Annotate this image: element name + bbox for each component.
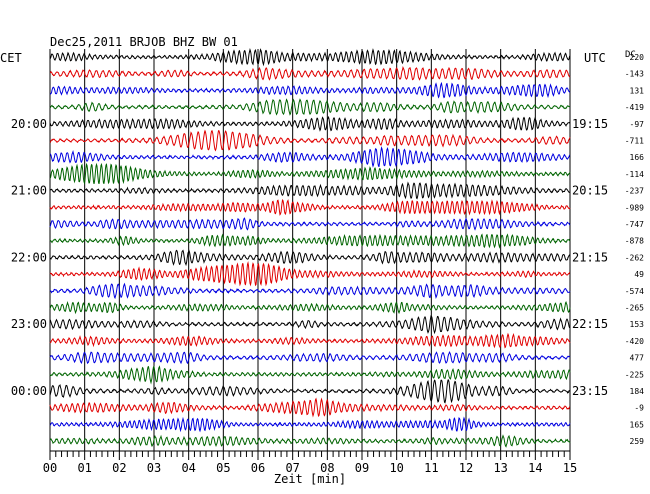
seismic-trace	[49, 66, 571, 81]
x-tick-label: 00	[43, 461, 57, 475]
x-tick-label: 02	[112, 461, 126, 475]
seismic-trace	[49, 350, 571, 365]
x-tick-label: 07	[285, 461, 299, 475]
utc-time-label: 23:15	[572, 384, 608, 398]
seismic-trace	[49, 332, 571, 349]
dc-offset-label: -420	[625, 337, 644, 346]
seismic-trace	[49, 379, 571, 404]
dc-offset-label: -419	[625, 103, 644, 112]
x-tick-label: 15	[563, 461, 577, 475]
dc-offset-label: 259	[630, 437, 645, 446]
x-tick-label: 12	[459, 461, 473, 475]
seismic-trace	[49, 260, 571, 287]
utc-time-label: 19:15	[572, 117, 608, 131]
dc-offset-label: -878	[625, 237, 644, 246]
dc-offset-label: -989	[625, 203, 644, 212]
cet-time-label: 00:00	[11, 384, 47, 398]
seismic-trace	[49, 47, 571, 67]
dc-offset-label: 477	[630, 354, 645, 363]
dc-offset-label: -574	[625, 287, 644, 296]
seismic-trace	[49, 233, 571, 249]
dc-offset-label: -143	[625, 70, 644, 79]
x-tick-label: 14	[528, 461, 542, 475]
dc-offset-label: -711	[625, 137, 644, 146]
chart-title: Dec25,2011 BRJOB BHZ BW 01	[50, 35, 238, 49]
x-tick-label: 08	[320, 461, 334, 475]
dc-offset-label: 131	[630, 86, 645, 95]
cet-time-label: 21:00	[11, 184, 47, 198]
x-tick-label: 09	[355, 461, 369, 475]
seismic-trace	[49, 199, 571, 216]
dc-offset-label: 166	[630, 153, 645, 162]
seismic-trace	[49, 282, 571, 300]
x-tick-label: 13	[493, 461, 507, 475]
seismic-trace	[49, 365, 571, 385]
seismic-trace	[49, 115, 571, 132]
seismic-trace	[49, 434, 571, 448]
seismic-trace	[49, 249, 571, 267]
dc-offset-label: -747	[625, 220, 644, 229]
dc-offset-label: -9	[634, 404, 644, 413]
x-axis-title: Zeit [min]	[274, 472, 346, 486]
dc-offset-label: 184	[630, 387, 645, 396]
seismic-trace	[49, 397, 571, 418]
dc-label: DC	[625, 50, 636, 60]
right-axis-label: UTC	[584, 51, 606, 65]
seismic-trace	[49, 162, 571, 185]
x-tick-label: 06	[251, 461, 265, 475]
x-tick-label: 04	[181, 461, 195, 475]
seismic-trace	[49, 146, 571, 168]
dc-offset-label: -97	[630, 120, 645, 129]
dc-offset-label: 153	[630, 320, 645, 329]
dc-offset-label: -265	[625, 304, 644, 313]
seismic-trace	[49, 315, 571, 335]
cet-time-label: 23:00	[11, 317, 47, 331]
seismic-trace	[49, 98, 571, 116]
x-tick-label: 11	[424, 461, 438, 475]
dc-offset-label: -225	[625, 370, 644, 379]
cet-time-label: 22:00	[11, 250, 47, 264]
dc-offset-label: 49	[634, 270, 644, 279]
dc-offset-label: -237	[625, 187, 644, 196]
seismic-trace	[49, 129, 571, 152]
seismic-trace	[49, 300, 571, 315]
dc-offset-label: -262	[625, 253, 644, 262]
utc-time-label: 22:15	[572, 317, 608, 331]
left-axis-label: CET	[0, 51, 22, 65]
seismic-trace	[49, 217, 571, 231]
utc-time-label: 21:15	[572, 250, 608, 264]
cet-time-label: 20:00	[11, 117, 47, 131]
seismic-trace	[49, 416, 571, 433]
dc-offset-label: 220	[630, 53, 645, 62]
dc-offset-label: -114	[625, 170, 644, 179]
x-tick-label: 01	[77, 461, 91, 475]
dc-offset-label: 165	[630, 420, 645, 429]
x-tick-label: 03	[147, 461, 161, 475]
seismic-trace	[49, 81, 571, 99]
seismic-trace	[49, 181, 571, 200]
x-tick-label: 05	[216, 461, 230, 475]
x-tick-label: 10	[389, 461, 403, 475]
utc-time-label: 20:15	[572, 184, 608, 198]
